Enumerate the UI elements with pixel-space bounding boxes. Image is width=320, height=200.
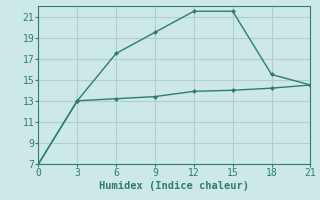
X-axis label: Humidex (Indice chaleur): Humidex (Indice chaleur) [100,181,249,191]
